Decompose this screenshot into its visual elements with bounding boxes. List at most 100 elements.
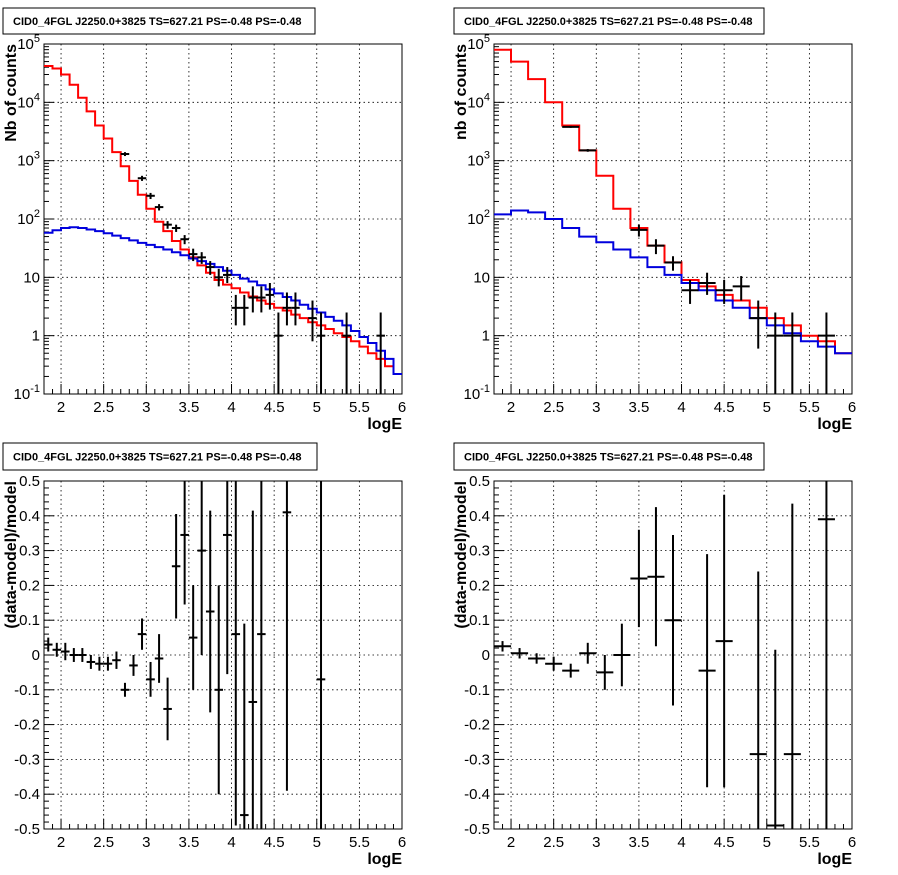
x-tick-label: 2.5 <box>93 399 114 416</box>
y-tick-label: 0.2 <box>469 577 490 594</box>
x-tick-label: 3 <box>142 834 150 851</box>
x-tick-label: 4.5 <box>714 399 735 416</box>
x-axis-title: logE <box>817 416 852 433</box>
data-point <box>732 276 750 301</box>
histogram-line-2 <box>494 209 852 355</box>
y-tick-label: 1 <box>482 328 490 345</box>
data-point <box>257 481 266 829</box>
data-point <box>52 642 62 657</box>
data-point <box>528 653 546 664</box>
chart-panel-1: CID0_4FGL J2250.0+3825 TS=627.21 PS=-0.4… <box>2 7 406 433</box>
y-tick-label: 0.3 <box>469 543 490 560</box>
data-point <box>630 529 648 628</box>
y-tick-label: 1 <box>32 328 40 345</box>
data-point <box>205 261 215 275</box>
data-point <box>749 300 767 349</box>
data-point <box>613 623 631 687</box>
data-point <box>171 514 181 619</box>
grid <box>44 44 402 394</box>
chart-title-box <box>453 7 765 35</box>
y-axis-title: Nb of counts <box>3 44 20 142</box>
x-tick-label: 3.5 <box>628 399 649 416</box>
chart-title: CID0_4FGL J2250.0+3825 TS=627.21 PS=-0.4… <box>13 16 301 28</box>
data-point <box>282 481 292 791</box>
y-tick-label: -0.1 <box>14 682 40 699</box>
data-point <box>562 663 580 678</box>
data-point <box>137 175 147 181</box>
data-point <box>197 252 206 264</box>
data-point <box>223 267 232 283</box>
y-tick-label: -0.4 <box>464 786 490 803</box>
x-tick-label: 5 <box>763 399 771 416</box>
data-point <box>698 272 716 295</box>
histogram-line-1 <box>44 65 402 375</box>
chart-title: CID0_4FGL J2250.0+3825 TS=627.21 PS=-0.4… <box>464 16 752 28</box>
data-point <box>197 481 206 655</box>
data-point <box>511 648 529 659</box>
data-point <box>95 656 104 671</box>
data-point <box>240 623 249 829</box>
y-axis-title: (data-model)/model <box>3 481 20 629</box>
y-tick-label: -0.5 <box>14 821 40 838</box>
y-tick-label: 10-1 <box>14 383 40 403</box>
data-point <box>766 312 784 394</box>
chart-panel-4: CID0_4FGL J2250.0+3825 TS=627.21 PS=-0.4… <box>453 442 856 868</box>
y-tick-label: -0.3 <box>464 751 490 768</box>
data-point <box>163 677 172 741</box>
data-point <box>154 204 164 211</box>
chart-title-box <box>2 7 316 35</box>
chart-title-box <box>453 442 765 471</box>
data-point <box>316 481 326 829</box>
x-tick-label: 4 <box>677 399 685 416</box>
data-point <box>265 282 275 310</box>
x-tick-label: 6 <box>398 834 406 851</box>
data-point <box>120 682 130 697</box>
data-point <box>579 642 597 664</box>
x-tick-label: 6 <box>398 399 406 416</box>
x-tick-label: 2 <box>57 834 65 851</box>
plot-frame <box>43 480 403 830</box>
x-tick-label: 4 <box>227 834 235 851</box>
y-tick-label: 0.5 <box>469 473 490 490</box>
data-point <box>291 292 300 326</box>
axis-ticks <box>493 43 853 395</box>
data-point <box>240 294 249 326</box>
data-point <box>78 648 87 662</box>
chart-panel-3: CID0_4FGL J2250.0+3825 TS=627.21 PS=-0.4… <box>2 442 406 868</box>
y-tick-label: -0.4 <box>14 786 40 803</box>
x-tick-label: 3.5 <box>178 834 199 851</box>
x-tick-label: 4 <box>677 834 685 851</box>
x-tick-label: 2.5 <box>543 399 564 416</box>
x-tick-label: 2 <box>507 399 515 416</box>
y-tick-label: 10 <box>23 269 40 286</box>
x-tick-label: 6 <box>848 834 856 851</box>
x-tick-label: 4.5 <box>264 834 285 851</box>
y-tick-label: -0.2 <box>464 717 490 734</box>
y-tick-label: 105 <box>17 33 40 53</box>
axis-ticks <box>493 480 853 830</box>
y-tick-label: -0.3 <box>14 751 40 768</box>
grid <box>44 481 402 829</box>
plot-frame <box>43 43 403 395</box>
data-point <box>120 152 130 157</box>
y-tick-label: 10-1 <box>464 383 490 403</box>
histogram-line-2 <box>44 226 402 375</box>
data-point <box>664 256 682 271</box>
data-point <box>562 125 580 128</box>
y-tick-label: 0.3 <box>19 543 40 560</box>
data-point <box>188 248 198 262</box>
x-tick-label: 3 <box>592 399 600 416</box>
x-tick-label: 2 <box>507 834 515 851</box>
data-point <box>715 280 733 304</box>
data-point <box>146 192 155 200</box>
data-point <box>681 280 699 304</box>
x-axis-title: logE <box>367 851 402 868</box>
data-point <box>342 312 351 394</box>
y-tick-label: -0.2 <box>14 717 40 734</box>
x-tick-label: 5 <box>763 834 771 851</box>
data-point <box>44 637 53 652</box>
data-points <box>562 125 835 394</box>
data-point <box>248 510 258 829</box>
data-points <box>494 481 835 829</box>
y-tick-label: 0 <box>32 647 40 664</box>
